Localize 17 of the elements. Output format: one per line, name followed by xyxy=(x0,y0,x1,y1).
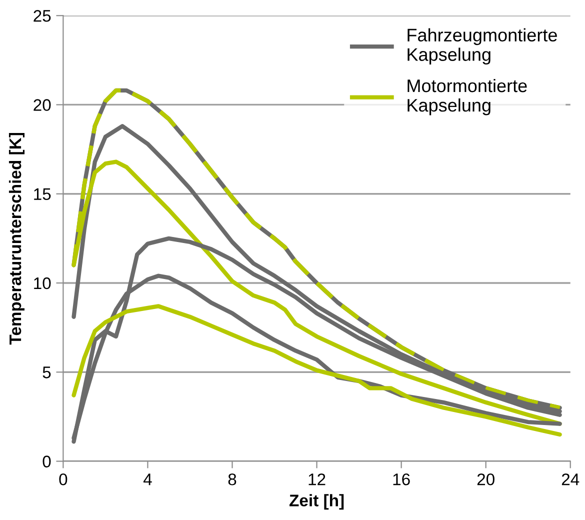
y-tick-label: 20 xyxy=(34,99,51,111)
y-tick-label: 5 xyxy=(42,366,51,378)
x-tick-label: 12 xyxy=(308,473,326,486)
legend-label: Motormontierte Kapselung xyxy=(408,78,527,116)
x-axis-title: Zeit [h] xyxy=(290,494,344,510)
x-tick-label: 16 xyxy=(393,473,410,486)
x-tick-label: 20 xyxy=(477,473,494,486)
legend-label: Fahrzeugmontierte Kapselung xyxy=(408,28,557,65)
x-tick-label: 8 xyxy=(228,473,236,486)
x-tick-label: 0 xyxy=(59,473,68,486)
y-tick-label: 0 xyxy=(42,456,51,468)
y-tick-label: 25 xyxy=(34,10,51,22)
y-tick-label: 15 xyxy=(34,188,51,200)
y-axis-title: Temperaturunterschied [K] xyxy=(8,133,25,345)
y-tick-label: 10 xyxy=(34,277,51,290)
x-tick-label: 4 xyxy=(143,474,152,486)
x-tick-label: 24 xyxy=(562,473,580,486)
